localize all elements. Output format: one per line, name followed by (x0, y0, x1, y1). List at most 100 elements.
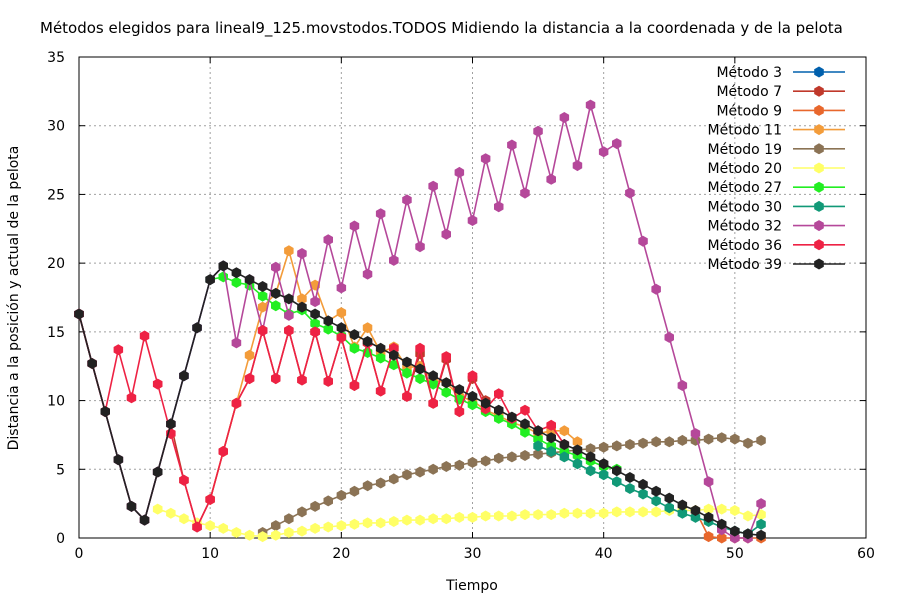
data-point (533, 425, 543, 437)
data-point (415, 373, 425, 385)
data-point (257, 290, 268, 302)
data-point (402, 390, 412, 402)
data-point (454, 459, 465, 471)
y-tick-label: 10 (47, 394, 65, 410)
y-tick-label: 35 (47, 50, 65, 66)
data-point (244, 274, 255, 286)
data-point (402, 194, 412, 206)
data-point (231, 397, 242, 409)
legend-label: Método 11 (708, 123, 782, 139)
data-point (454, 384, 465, 396)
legend-label: Método 27 (708, 180, 782, 196)
legend: Método 3 Método 7 Método 9 Método 11 Método … (708, 65, 845, 273)
data-point (703, 503, 714, 515)
data-point (297, 248, 307, 259)
data-point (454, 511, 465, 523)
data-point (362, 268, 373, 280)
data-point (494, 201, 504, 213)
legend-swatch-marker (814, 124, 824, 136)
legend-entry: Método 30 (708, 199, 845, 215)
data-point (271, 287, 281, 299)
data-point (467, 390, 478, 402)
data-point (428, 513, 438, 525)
data-point (389, 349, 399, 361)
data-point (349, 342, 360, 354)
data-point (480, 153, 491, 165)
data-point (533, 509, 543, 521)
data-point (323, 495, 333, 507)
data-point (87, 358, 97, 369)
data-point (520, 187, 530, 199)
data-point (651, 506, 661, 518)
grid (79, 57, 866, 538)
data-point (638, 506, 648, 518)
data-point (717, 503, 727, 515)
data-point (284, 293, 294, 305)
data-point (336, 331, 347, 343)
data-point (572, 507, 583, 519)
data-point (271, 261, 281, 273)
data-point (336, 322, 347, 334)
data-point (520, 509, 530, 521)
data-point (625, 506, 635, 518)
data-point (546, 432, 556, 444)
data-point (585, 465, 596, 477)
data-point (494, 412, 504, 424)
data-point (205, 520, 215, 532)
data-point (664, 331, 674, 343)
data-point (297, 293, 307, 305)
data-point (480, 455, 491, 467)
data-point (598, 507, 609, 519)
data-point (441, 386, 451, 398)
data-point (179, 513, 189, 525)
x-axis-label: Tiempo (445, 578, 498, 594)
data-point (113, 454, 124, 466)
data-point (743, 528, 753, 540)
data-point (441, 377, 451, 389)
data-point (257, 301, 268, 313)
data-point (559, 112, 570, 123)
data-point (402, 356, 412, 368)
data-point (625, 187, 635, 199)
data-point (480, 397, 491, 409)
data-point (336, 282, 347, 294)
data-point (546, 419, 556, 431)
data-point (598, 441, 609, 453)
x-tick-label: 20 (332, 546, 350, 562)
data-point (717, 532, 727, 544)
data-point (362, 336, 373, 347)
data-point (480, 510, 491, 522)
data-point (362, 480, 373, 492)
legend-label: Método 30 (708, 199, 782, 215)
data-point (218, 260, 228, 272)
data-point (520, 426, 530, 438)
data-point (297, 525, 307, 537)
series-11 (74, 260, 766, 541)
legend-entry: Método 39 (708, 257, 845, 273)
data-point (349, 518, 360, 530)
data-point (375, 352, 386, 364)
data-point (625, 472, 635, 483)
data-point (546, 173, 556, 185)
data-point (428, 463, 438, 475)
data-point (402, 469, 412, 481)
y-tick-label: 0 (56, 531, 65, 547)
data-point (415, 342, 425, 354)
x-tick-label: 60 (857, 546, 875, 562)
data-point (441, 513, 451, 525)
data-point (310, 326, 320, 338)
legend-swatch-marker (814, 104, 824, 116)
data-point (336, 489, 347, 501)
data-point (441, 351, 451, 363)
data-point (572, 444, 583, 456)
data-point (638, 437, 648, 449)
y-axis-label: Distancia a la posición y actual de la p… (6, 146, 22, 451)
legend-entry: Método 20 (708, 161, 845, 177)
data-point (166, 507, 176, 519)
data-point (730, 525, 740, 537)
x-tick-label: 40 (595, 546, 613, 562)
data-point (349, 220, 360, 232)
data-point (717, 518, 727, 530)
legend-swatch-marker (814, 66, 824, 78)
data-point (572, 436, 583, 448)
